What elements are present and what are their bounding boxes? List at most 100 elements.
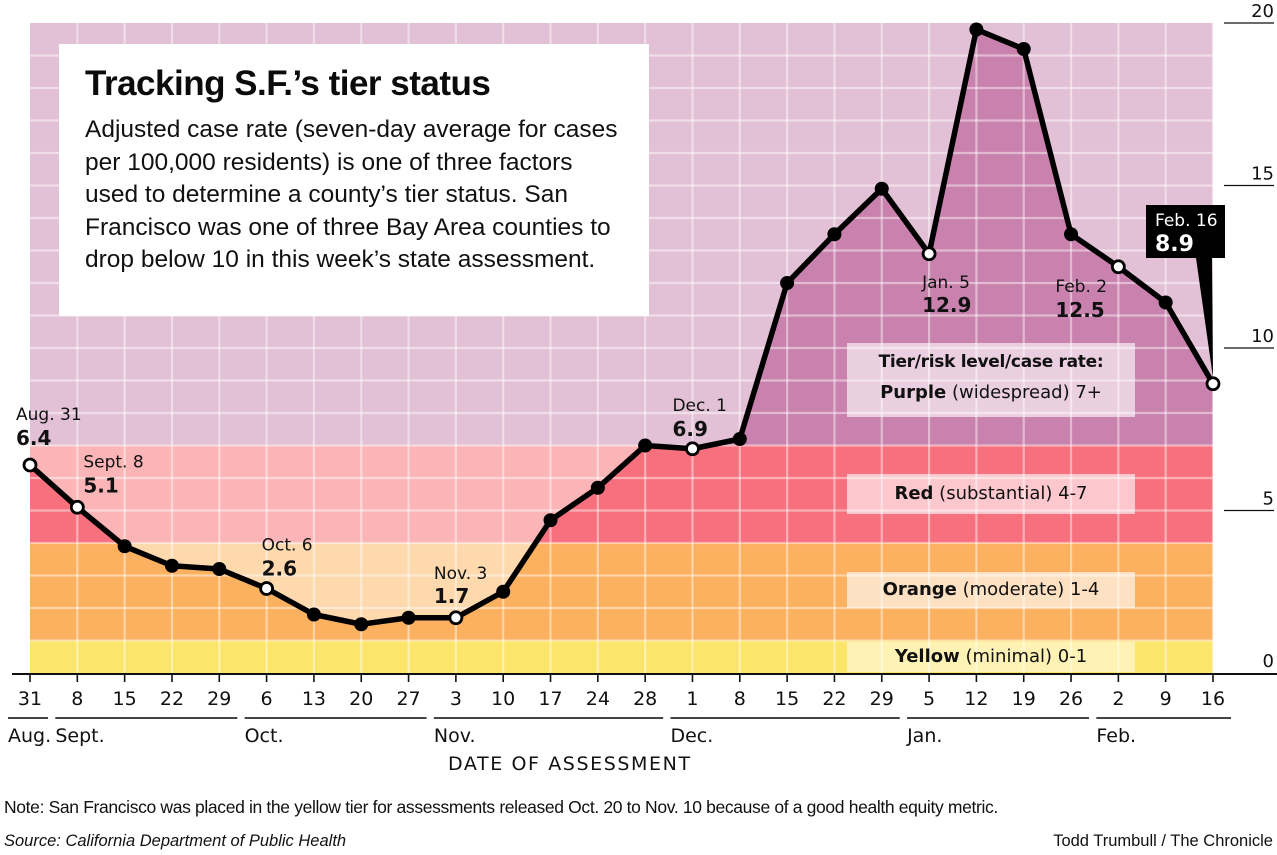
x-tick-label: 15: [113, 688, 137, 710]
annotation-value: 1.7: [434, 584, 469, 608]
callout-value: 8.9: [1155, 232, 1194, 257]
annotation-value: 6.9: [672, 417, 707, 441]
series-line-path: [28, 26, 1216, 627]
x-tick-label: 27: [396, 688, 420, 710]
month-label: Nov.: [434, 725, 476, 747]
data-point: [874, 181, 889, 196]
legend-red: Red (substantial) 4-7: [847, 474, 1135, 514]
data-points: [22, 22, 1221, 632]
y-axis: 0 5 10 15 20: [1224, 1, 1274, 672]
legend-tier-name: Purple: [880, 382, 947, 403]
data-point: [1064, 227, 1079, 242]
data-point: [1158, 295, 1173, 310]
data-point-labeled: [69, 499, 85, 515]
x-tick-label: 29: [870, 688, 894, 710]
legend-orange: Orange (moderate) 1-4: [847, 572, 1135, 608]
annotation-date: Sept. 8: [83, 452, 143, 472]
legend-purple: Tier/risk level/case rate: Purple (wides…: [847, 343, 1135, 417]
credit-line: Todd Trumbull / The Chronicle: [1053, 832, 1273, 850]
annotation-date: Aug. 31: [16, 405, 82, 425]
y-tick-label: 5: [1263, 489, 1274, 510]
x-tick-label: 8: [734, 688, 746, 710]
data-point: [780, 276, 795, 290]
annotation-value: 12.5: [1055, 298, 1104, 322]
x-tick-label: 10: [491, 688, 515, 710]
annotation-date: Jan. 5: [921, 273, 970, 293]
data-point: [117, 539, 132, 554]
annotation-date: Oct. 6: [262, 536, 313, 556]
data-point: [969, 22, 984, 37]
intro-box: Tracking S.F.’s tier status Adjusted cas…: [59, 44, 649, 316]
data-point: [212, 562, 227, 576]
month-label: Jan.: [906, 725, 942, 747]
y-tick-label: 10: [1251, 326, 1274, 347]
legend-tier-name: Orange: [882, 579, 957, 600]
series-line: [28, 26, 1216, 627]
x-tick-label: 19: [1012, 688, 1036, 710]
x-tick-label: 12: [964, 688, 988, 710]
annotation-value: 5.1: [83, 473, 118, 497]
data-point: [732, 432, 747, 446]
footnote: Note: San Francisco was placed in the ye…: [4, 797, 998, 817]
legend-tier-desc: (minimal) 0-1: [965, 646, 1088, 667]
month-label: Dec.: [670, 725, 713, 747]
legend-tier-name: Red: [894, 483, 934, 504]
data-point-labeled: [1205, 376, 1221, 392]
data-point: [496, 584, 511, 599]
legend-tier-desc: (widespread) 7+: [952, 382, 1102, 403]
annotation-value: 6.4: [16, 426, 51, 450]
data-point: [590, 480, 605, 495]
data-point: [354, 617, 369, 632]
legend-heading: Tier/risk level/case rate:: [878, 352, 1104, 372]
callout-box: [1146, 205, 1225, 258]
callout-pointer: [1196, 258, 1213, 378]
x-tick-label: 20: [349, 688, 373, 710]
x-tick-label: 9: [1160, 688, 1172, 710]
x-tick-label: 26: [1059, 688, 1083, 710]
x-tick-label: 2: [1112, 688, 1124, 710]
data-point-labeled: [1110, 259, 1126, 275]
annotation-value: 2.6: [262, 557, 297, 581]
y-tick-label: 15: [1251, 164, 1274, 185]
x-tick-label: 17: [538, 688, 562, 710]
y-tick-label: 20: [1251, 1, 1274, 22]
legend-tier-desc: (moderate) 1-4: [962, 579, 1100, 600]
data-point: [164, 558, 179, 573]
chart-title: Tracking S.F.’s tier status: [85, 64, 491, 103]
data-point-labeled: [259, 581, 275, 596]
data-point: [638, 438, 653, 453]
x-tick-label: 1: [686, 688, 698, 710]
data-point-labeled: [921, 246, 937, 262]
data-point: [1016, 42, 1031, 56]
annotation-date: Dec. 1: [672, 396, 727, 416]
x-tick-label: 15: [775, 688, 799, 710]
legend-tier-name: Yellow: [894, 646, 960, 667]
x-tick-label: 31: [18, 688, 42, 710]
legend-yellow: Yellow (minimal) 0-1: [847, 642, 1135, 672]
month-label: Feb.: [1096, 725, 1136, 747]
x-tick-label: 16: [1201, 688, 1225, 710]
x-tick-label: 3: [450, 688, 462, 710]
data-point-labeled: [685, 441, 700, 457]
x-axis: 31 8 15 22 29 6 13 20 27 3 10 17 24 28 1 8 15 22 29 5 12 19 26…: [8, 673, 1277, 747]
x-tick-label: 5: [923, 688, 935, 710]
month-label: Sept.: [55, 725, 104, 747]
y-tick-label: 0: [1263, 651, 1274, 672]
source-line: Source: California Department of Public …: [4, 832, 347, 850]
data-point: [543, 513, 558, 528]
x-tick-label: 29: [207, 688, 231, 710]
callout-date: Feb. 16: [1155, 211, 1218, 231]
legend-tier-desc: (substantial) 4-7: [939, 483, 1088, 504]
intro-text: Adjusted case rate (seven-day average fo…: [85, 116, 618, 273]
x-tick-label: 13: [302, 688, 326, 710]
x-tick-label: 22: [822, 688, 846, 710]
data-point-labeled: [22, 457, 38, 473]
annotations: Aug. 316.4 Sept. 85.1 Oct. 62.6 Nov. 31.7 De…: [16, 205, 1225, 608]
x-axis-title: DATE OF ASSESSMENT: [448, 753, 692, 775]
annotation-value: 12.9: [922, 293, 971, 317]
data-point-labeled: [448, 610, 464, 626]
month-label: Oct.: [245, 725, 284, 747]
x-tick-label: 8: [71, 688, 83, 710]
data-point: [306, 607, 321, 622]
month-label: Aug.: [8, 725, 51, 747]
